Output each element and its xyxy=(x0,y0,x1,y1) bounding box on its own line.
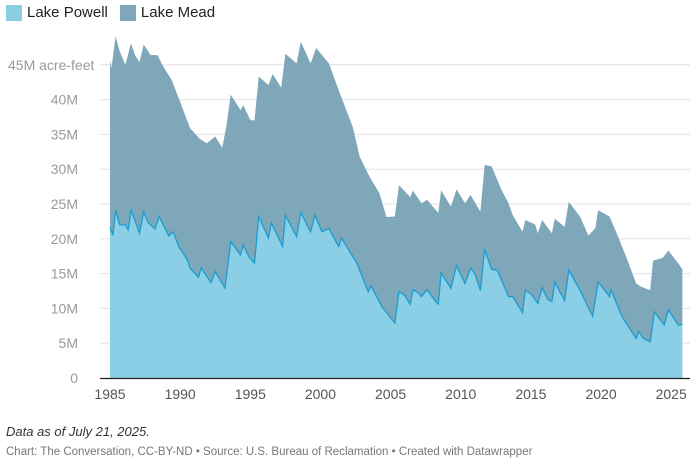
area-lake-powell xyxy=(110,210,683,378)
y-tick-label: 30M xyxy=(51,161,78,177)
source-credit: Chart: The Conversation, CC-BY-ND • Sour… xyxy=(6,446,533,458)
x-tick-label: 2010 xyxy=(445,386,476,402)
x-tick-label: 2020 xyxy=(585,386,616,402)
y-tick-label: 0 xyxy=(70,370,78,386)
legend-swatch-lake-powell xyxy=(6,4,22,21)
x-tick-label: 1995 xyxy=(235,386,266,402)
legend-label: Lake Powell xyxy=(27,4,108,21)
y-tick-label: 45M acre-feet xyxy=(8,57,94,73)
legend-label: Lake Mead xyxy=(140,4,216,21)
area-chart: 0 5M 10M 15M 20M 25M 30M 35M 40M 45M acre-feet 198… xyxy=(8,36,690,402)
y-tick-label: 15M xyxy=(51,266,78,282)
x-tick-label: 2015 xyxy=(515,386,546,402)
line-lake-powell xyxy=(109,207,683,343)
y-tick-label: 10M xyxy=(51,300,78,316)
x-tick-label: 2025 xyxy=(656,386,687,402)
y-tick-label: 35M xyxy=(51,126,78,142)
x-tick-label: 1990 xyxy=(165,386,196,402)
legend-swatch-lake-mead xyxy=(119,4,136,21)
y-tick-label: 25M xyxy=(51,196,78,212)
y-tick-label: 40M xyxy=(51,92,78,108)
x-tick-label: 2000 xyxy=(305,386,336,402)
legend: Lake Powell Lake Mead xyxy=(6,4,227,21)
y-tick-label: 20M xyxy=(51,231,78,247)
area-lake-mead xyxy=(110,36,683,342)
x-tick-label: 1985 xyxy=(94,386,125,402)
legend-item-lake-powell: Lake Powell xyxy=(6,4,108,21)
y-tick-label: 5M xyxy=(59,335,78,351)
x-tick-label: 2005 xyxy=(375,386,406,402)
legend-item-lake-mead: Lake Mead xyxy=(119,4,216,21)
data-date-note: Data as of July 21, 2025. xyxy=(6,424,150,439)
